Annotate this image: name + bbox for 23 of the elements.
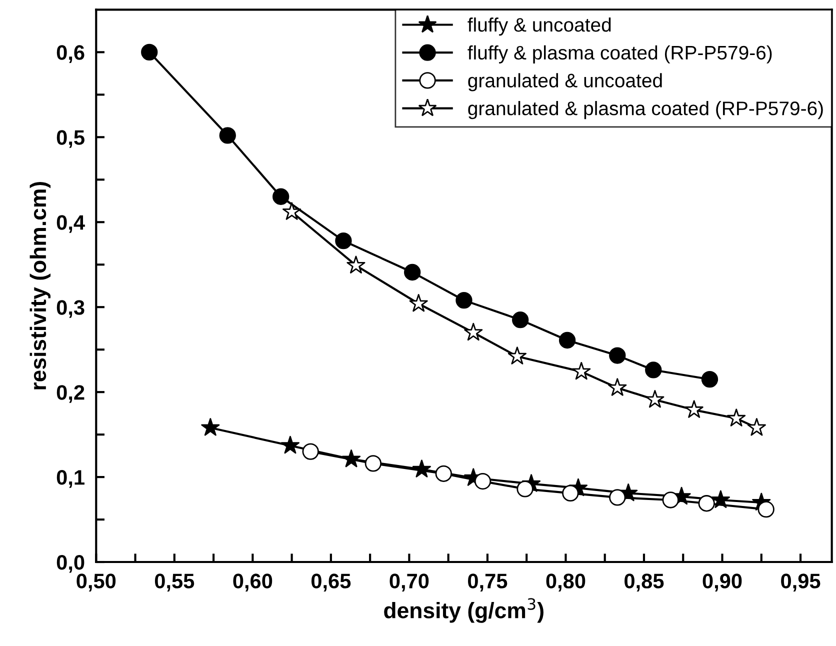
x-tick-label: 0,70 xyxy=(390,574,429,592)
y-tick-label: 0,5 xyxy=(56,130,84,148)
x-tick-label: 0,60 xyxy=(233,574,272,592)
x-tick-label: 0,95 xyxy=(781,574,820,592)
y-tick-label: 0,0 xyxy=(56,555,84,573)
x-tick-label: 0,85 xyxy=(624,574,664,592)
x-tick-label: 0,90 xyxy=(702,574,742,592)
y-axis-title: resistivity (ohm.cm) xyxy=(30,182,51,390)
legend-label: granulated & plasma coated (RP-P579-6) xyxy=(468,101,823,120)
x-tick-label: 0,65 xyxy=(311,574,351,592)
x-tick-label: 0,80 xyxy=(546,574,586,592)
x-tick-label: 0,75 xyxy=(468,574,508,592)
y-tick-label: 0,3 xyxy=(56,300,84,318)
legend-label: granulated & uncoated xyxy=(468,73,662,92)
legend-label: fluffy & plasma coated (RP-P579-6) xyxy=(468,45,772,64)
y-tick-label: 0,4 xyxy=(56,215,85,233)
x-axis-title: density (g/cm$^{3}$) xyxy=(384,598,544,623)
y-tick-label: 0,1 xyxy=(56,470,84,488)
y-tick-label: 0,6 xyxy=(56,45,84,63)
x-tick-label: 0,50 xyxy=(76,574,116,592)
x-tick-label: 0,55 xyxy=(154,574,194,592)
legend-label: fluffy & uncoated xyxy=(468,17,611,36)
y-tick-label: 0,2 xyxy=(56,385,84,403)
